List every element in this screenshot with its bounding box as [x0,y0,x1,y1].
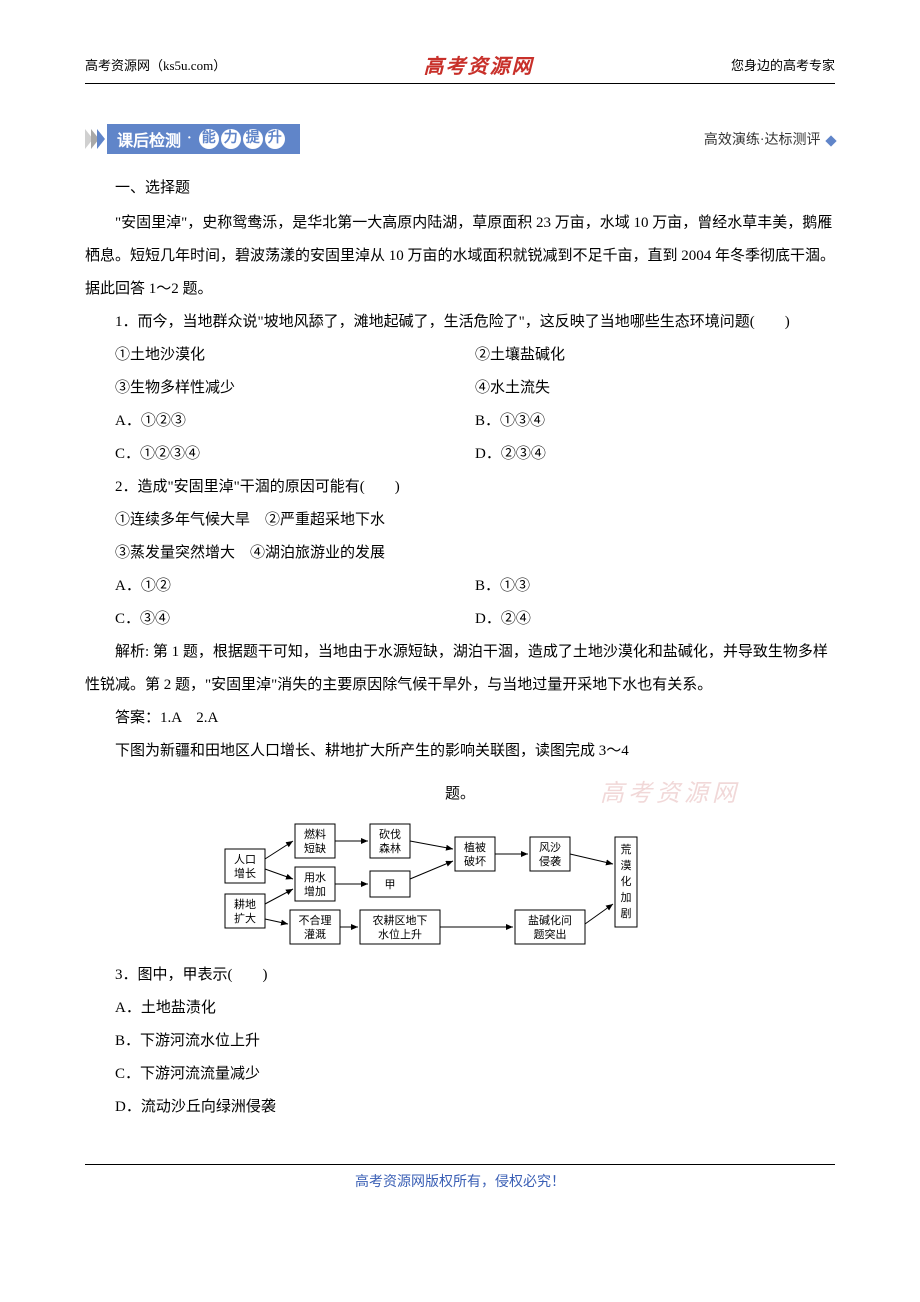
header-center-logo: 高考资源网 [424,50,534,79]
node-n4-l2: 增加 [304,884,326,898]
node-n9-l2: 破坏 [464,854,486,868]
banner-circle-2: 力 [221,129,241,149]
q2-opts-row1: A．①② B．①③ [85,570,835,603]
q1-item-3: ③生物多样性减少 [115,372,475,405]
diamond-icon [825,135,836,146]
node-n1-l1: 人口 [234,853,256,866]
node-n7: 甲 [385,879,396,891]
q3-opt-d: D．流动沙丘向绿洲侵袭 [85,1091,835,1124]
node-n6-l2: 森林 [379,841,401,855]
q1-opts-row1: A．①②③ B．①③④ [85,405,835,438]
q2-items-line2: ③蒸发量突然增大 ④湖泊旅游业的发展 [85,537,835,570]
q1-items-row1: ①土地沙漠化 ②土壤盐碱化 [85,339,835,372]
passage-1: "安固里淖"，史称鸳鸯泺，是华北第一大高原内陆湖，草原面积 23 万亩，水域 1… [85,207,835,306]
banner-circle-1: 能 [199,129,219,149]
banner-right: 高效演练·达标测评 [704,129,835,149]
node-n11-l1: 盐碱化问 [528,913,572,927]
q3-opt-b: B．下游河流水位上升 [85,1025,835,1058]
q1-opt-b: B．①③④ [475,405,835,438]
node-n11-l2: 题突出 [534,927,567,941]
q1-item-1: ①土地沙漠化 [115,339,475,372]
header-left: 高考资源网（ks5u.com） [85,55,226,74]
node-n12-l4: 加 [621,891,632,904]
content-body: 一、选择题 "安固里淖"，史称鸳鸯泺，是华北第一大高原内陆湖，草原面积 23 万… [85,172,835,1124]
node-n5-l1: 不合理 [299,913,332,927]
q1-opt-d: D．②③④ [475,438,835,471]
node-n6-l1: 砍伐 [379,827,401,841]
q2-opt-b: B．①③ [475,570,835,603]
header-right: 您身边的高考专家 [731,55,835,74]
node-n1-l2: 增长 [234,866,256,880]
q1-opt-a: A．①②③ [115,405,475,438]
q2-opts-row2: C．③④ D．②④ [85,603,835,636]
q2-opt-d: D．②④ [475,603,835,636]
node-n2-l1: 耕地 [234,897,256,911]
q2-stem: 2．造成"安固里淖"干涸的原因可能有( ) [85,471,835,504]
node-n5-l2: 灌溉 [304,928,326,941]
answer-1: 答案：1.A 2.A [85,702,835,735]
q1-item-2: ②土壤盐碱化 [475,339,835,372]
diagram-region: 高考资源网 题。 人口 增长 耕地 扩大 [85,778,835,949]
banner-title-box: 课后检测 · 能 力 提 升 [107,124,300,154]
banner-circle-4: 升 [265,129,285,149]
q2-opt-c: C．③④ [115,603,475,636]
node-n12-l3: 化 [621,874,632,888]
node-n12-l5: 剧 [621,907,632,920]
banner-right-text: 高效演练·达标测评 [704,133,821,148]
node-n12-l2: 漠 [621,859,632,872]
page-footer: 高考资源网版权所有，侵权必究！ [85,1164,835,1191]
node-n8-l2: 水位上升 [378,927,422,941]
passage-2: 下图为新疆和田地区人口增长、耕地扩大所产生的影响关联图，读图完成 3～4 [85,735,835,768]
node-n8-l1: 农耕区地下 [373,913,428,927]
q3-opt-a: A．土地盐渍化 [85,992,835,1025]
node-n9-l1: 植被 [464,840,486,854]
node-n2-l2: 扩大 [234,911,256,925]
q3-opt-c: C．下游河流流量减少 [85,1058,835,1091]
q1-stem: 1．而今，当地群众说"坡地风舔了，滩地起碱了，生活危险了"，这反映了当地哪些生态… [85,306,835,339]
node-n4-l1: 用水 [304,871,326,884]
banner-title-left: 课后检测 [117,127,181,151]
banner-circle-3: 提 [243,129,263,149]
banner-left: 课后检测 · 能 力 提 升 [85,124,300,154]
q1-item-4: ④水土流失 [475,372,835,405]
analysis-1: 解析: 第 1 题，根据题干可知，当地由于水源短缺，湖泊干涸，造成了土地沙漠化和… [85,636,835,702]
q1-opts-row2: C．①②③④ D．②③④ [85,438,835,471]
node-n10-l2: 侵袭 [539,854,561,868]
node-n3-l2: 短缺 [304,841,326,855]
banner-arrows-icon [85,129,103,149]
node-n10-l1: 风沙 [539,841,561,854]
passage-2-cont: 题。 [85,778,835,811]
node-n3-l1: 燃料 [304,827,326,841]
q1-items-row2: ③生物多样性减少 ④水土流失 [85,372,835,405]
node-n12-l1: 荒 [621,843,632,856]
page-header: 高考资源网（ks5u.com） 高考资源网 您身边的高考专家 [85,50,835,84]
flow-diagram: 人口 增长 耕地 扩大 燃料 短缺 用水 增加 不合理 灌溉 [85,819,835,949]
banner-dot-icon: · [187,131,192,147]
section-banner: 课后检测 · 能 力 提 升 高效演练·达标测评 [85,124,835,154]
q2-opt-a: A．①② [115,570,475,603]
section-1-title: 一、选择题 [85,172,835,205]
q2-items-line1: ①连续多年气候大旱 ②严重超采地下水 [85,504,835,537]
q3-stem: 3．图中，甲表示( ) [85,959,835,992]
q1-opt-c: C．①②③④ [115,438,475,471]
